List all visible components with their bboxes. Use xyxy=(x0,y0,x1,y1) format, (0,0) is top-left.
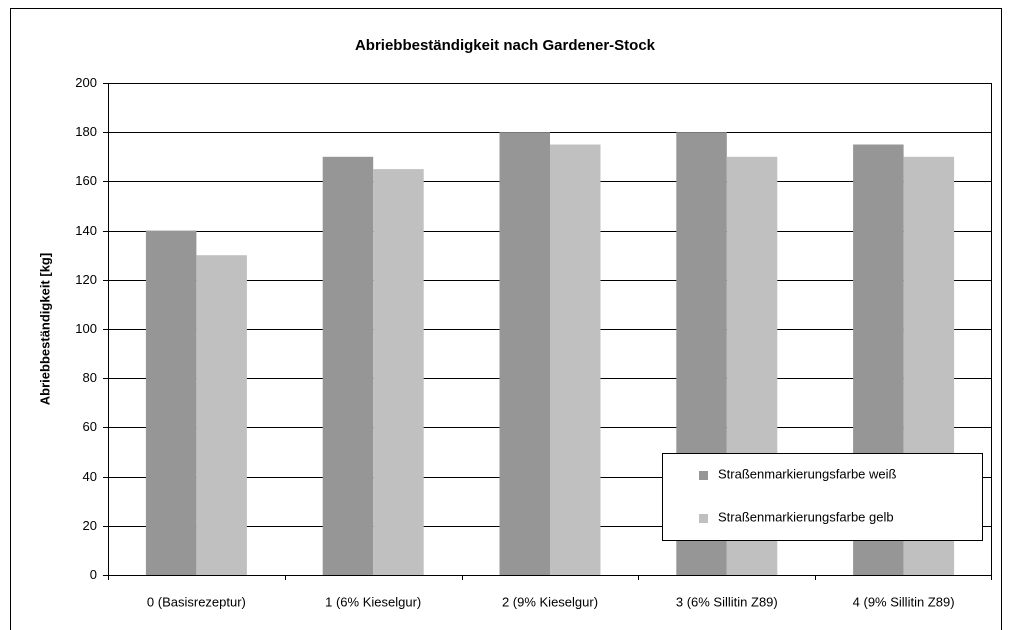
y-tick-label: 40 xyxy=(83,469,97,484)
bar xyxy=(373,169,424,575)
x-tick-label: 4 (9% Sillitin Z89) xyxy=(853,594,955,609)
x-tick-label: 3 (6% Sillitin Z89) xyxy=(676,594,778,609)
y-tick-label: 160 xyxy=(75,173,97,188)
plot-border xyxy=(108,83,992,576)
y-tick-label: 0 xyxy=(90,567,97,582)
y-tick-label: 140 xyxy=(75,223,97,238)
y-tick-label: 180 xyxy=(75,124,97,139)
y-tick-label: 100 xyxy=(75,321,97,336)
legend-box xyxy=(662,453,983,541)
legend-swatch xyxy=(699,471,708,480)
legend-label: Straßenmarkierungsfarbe gelb xyxy=(718,509,894,524)
chart-title: Abriebbeständigkeit nach Gardener-Stock xyxy=(355,37,656,54)
bar xyxy=(499,132,550,575)
y-tick-label: 120 xyxy=(75,272,97,287)
legend-swatch xyxy=(699,514,708,523)
y-tick-label: 200 xyxy=(75,75,97,90)
x-tick-label: 2 (9% Kieselgur) xyxy=(502,594,598,609)
y-axis-label: Abriebbeständigkeit [kg] xyxy=(37,253,52,405)
bar xyxy=(322,156,374,576)
bar xyxy=(196,255,247,575)
y-tick-label: 20 xyxy=(83,518,97,533)
y-tick-label: 60 xyxy=(83,419,97,434)
x-tick-label: 0 (Basisrezeptur) xyxy=(147,594,246,609)
y-tick-label: 80 xyxy=(83,370,97,385)
bar xyxy=(550,144,601,575)
x-tick-label: 1 (6% Kieselgur) xyxy=(325,594,421,609)
bar xyxy=(145,230,197,575)
legend-label: Straßenmarkierungsfarbe weiß xyxy=(718,466,897,481)
